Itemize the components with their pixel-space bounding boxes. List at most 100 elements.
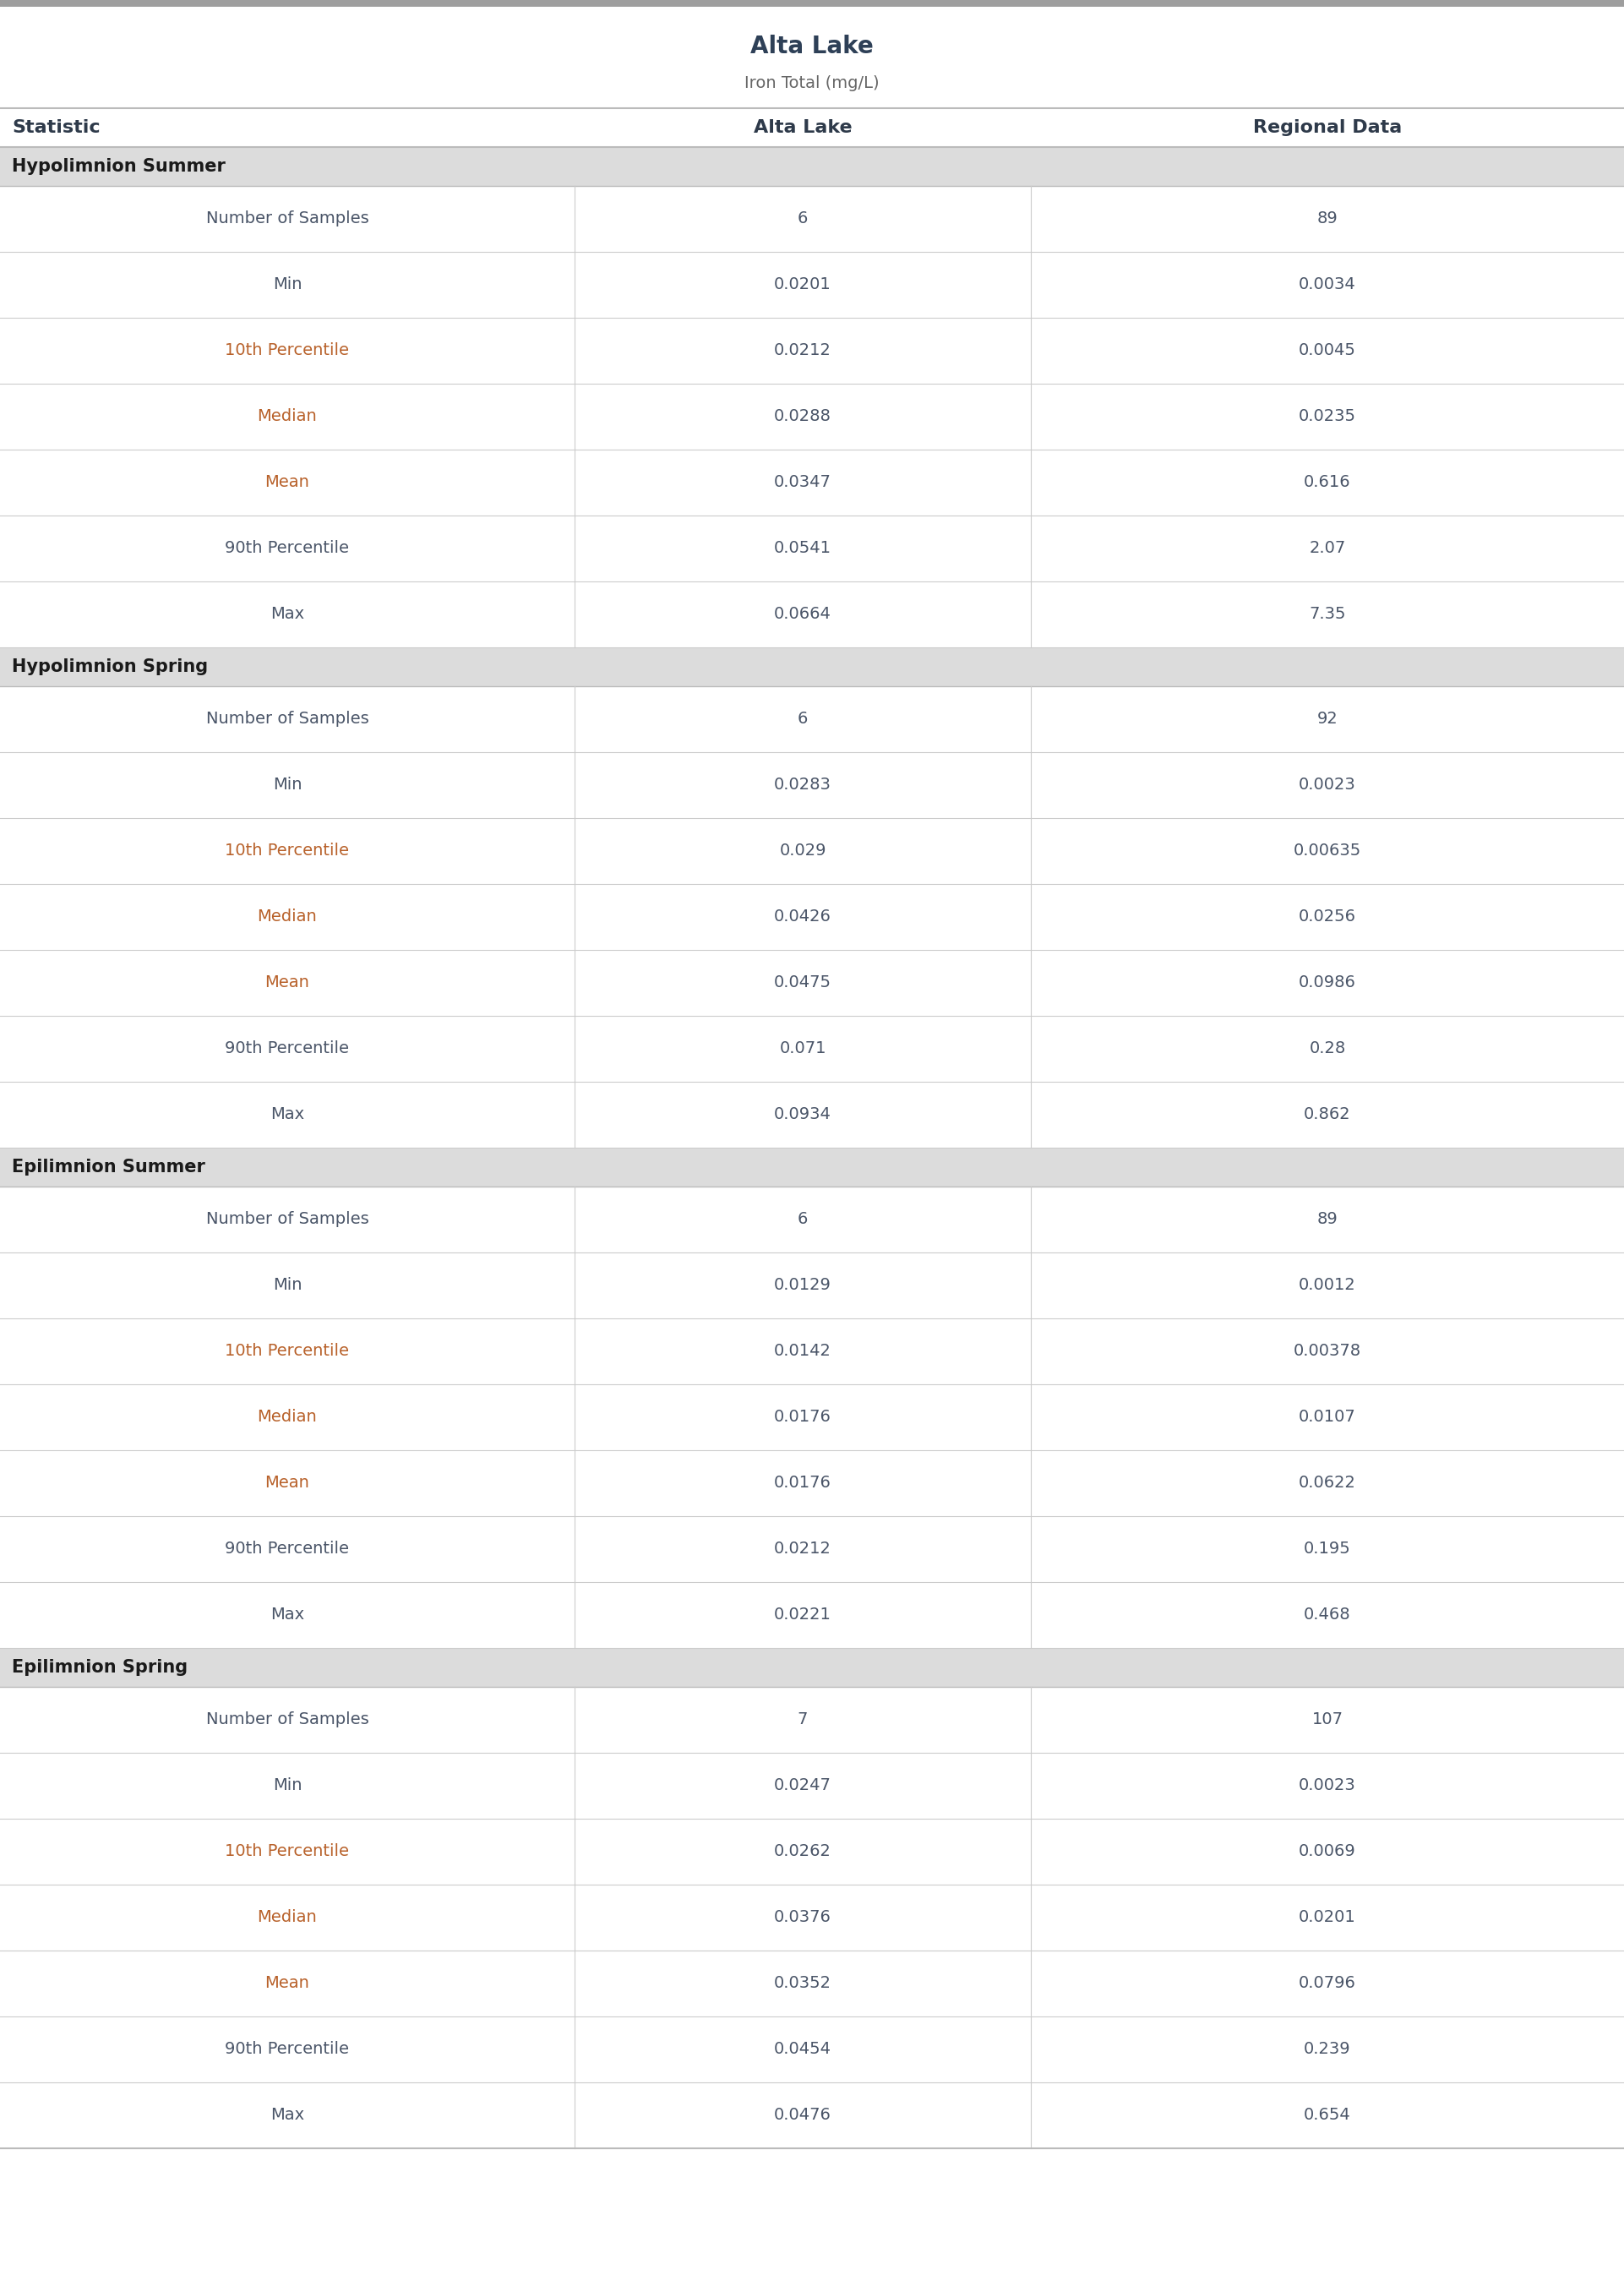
Text: 0.00378: 0.00378 <box>1294 1344 1361 1360</box>
Bar <box>0 252 1624 318</box>
Text: 92: 92 <box>1317 711 1338 726</box>
Bar <box>0 1253 1624 1319</box>
Bar <box>0 751 1624 817</box>
Text: 0.0012: 0.0012 <box>1299 1278 1356 1294</box>
Text: Mean: Mean <box>265 974 310 992</box>
Text: 0.0023: 0.0023 <box>1299 1777 1356 1793</box>
Bar <box>0 0 1624 7</box>
Text: Alta Lake: Alta Lake <box>754 118 853 136</box>
Text: 90th Percentile: 90th Percentile <box>226 1040 349 1058</box>
Bar <box>0 515 1624 581</box>
Text: 10th Percentile: 10th Percentile <box>226 1843 349 1859</box>
Text: Statistic: Statistic <box>11 118 101 136</box>
Text: 0.0235: 0.0235 <box>1299 409 1356 424</box>
Text: 0.0541: 0.0541 <box>775 540 831 556</box>
Bar <box>0 1083 1624 1149</box>
Text: 0.654: 0.654 <box>1304 2107 1351 2122</box>
Bar <box>0 1451 1624 1516</box>
Bar <box>0 1319 1624 1385</box>
Text: 89: 89 <box>1317 211 1338 227</box>
Text: 0.0023: 0.0023 <box>1299 776 1356 792</box>
Text: Regional Data: Regional Data <box>1254 118 1402 136</box>
Text: 0.0201: 0.0201 <box>1299 1909 1356 1925</box>
Text: 0.0288: 0.0288 <box>775 409 831 424</box>
Text: 0.0212: 0.0212 <box>775 1541 831 1557</box>
Text: 0.0107: 0.0107 <box>1299 1410 1356 1426</box>
Text: 0.0256: 0.0256 <box>1299 908 1356 924</box>
Text: 0.0426: 0.0426 <box>775 908 831 924</box>
Bar <box>0 1752 1624 1818</box>
Text: Number of Samples: Number of Samples <box>206 211 369 227</box>
Text: Mean: Mean <box>265 1476 310 1491</box>
Text: 0.029: 0.029 <box>780 842 827 858</box>
Bar <box>0 817 1624 883</box>
Text: 0.0201: 0.0201 <box>775 277 831 293</box>
Bar <box>0 318 1624 384</box>
Text: 0.0454: 0.0454 <box>775 2041 831 2057</box>
Bar <box>0 2082 1624 2147</box>
Text: Min: Min <box>273 1777 302 1793</box>
Text: Number of Samples: Number of Samples <box>206 1212 369 1228</box>
Bar <box>0 647 1624 686</box>
Text: 6: 6 <box>797 1212 807 1228</box>
Text: Max: Max <box>270 606 304 622</box>
Text: Iron Total (mg/L): Iron Total (mg/L) <box>744 75 880 91</box>
Text: Max: Max <box>270 1108 304 1124</box>
Text: 0.0283: 0.0283 <box>775 776 831 792</box>
Bar <box>0 1385 1624 1451</box>
Text: 0.239: 0.239 <box>1304 2041 1351 2057</box>
Text: 6: 6 <box>797 211 807 227</box>
Text: Mean: Mean <box>265 474 310 490</box>
Text: Mean: Mean <box>265 1975 310 1991</box>
Bar <box>0 1017 1624 1083</box>
Bar <box>0 186 1624 252</box>
Text: 0.862: 0.862 <box>1304 1108 1351 1124</box>
Text: 10th Percentile: 10th Percentile <box>226 1344 349 1360</box>
Text: Epilimnion Summer: Epilimnion Summer <box>11 1158 205 1176</box>
Text: Epilimnion Spring: Epilimnion Spring <box>11 1659 188 1675</box>
Text: 0.0986: 0.0986 <box>1299 974 1356 992</box>
Text: 0.0352: 0.0352 <box>775 1975 831 1991</box>
Text: Hypolimnion Spring: Hypolimnion Spring <box>11 658 208 674</box>
Text: 10th Percentile: 10th Percentile <box>226 842 349 858</box>
Text: 0.468: 0.468 <box>1304 1607 1351 1623</box>
Text: Hypolimnion Summer: Hypolimnion Summer <box>11 159 226 175</box>
Text: 0.0475: 0.0475 <box>775 974 831 992</box>
Text: 0.616: 0.616 <box>1304 474 1351 490</box>
Text: Alta Lake: Alta Lake <box>750 34 874 59</box>
Text: 0.0247: 0.0247 <box>775 1777 831 1793</box>
Text: Min: Min <box>273 776 302 792</box>
Text: Number of Samples: Number of Samples <box>206 1712 369 1727</box>
Text: 0.0176: 0.0176 <box>775 1476 831 1491</box>
Bar <box>0 148 1624 186</box>
Text: 0.0934: 0.0934 <box>775 1108 831 1124</box>
Text: 2.07: 2.07 <box>1309 540 1346 556</box>
Text: Min: Min <box>273 1278 302 1294</box>
Text: 90th Percentile: 90th Percentile <box>226 540 349 556</box>
Text: 0.00635: 0.00635 <box>1294 842 1361 858</box>
Text: 0.0622: 0.0622 <box>1299 1476 1356 1491</box>
Text: 0.0221: 0.0221 <box>775 1607 831 1623</box>
Text: Median: Median <box>257 1909 317 1925</box>
Bar <box>0 1648 1624 1687</box>
Bar <box>0 109 1624 148</box>
Text: Min: Min <box>273 277 302 293</box>
Text: 10th Percentile: 10th Percentile <box>226 343 349 359</box>
Bar <box>0 1516 1624 1582</box>
Bar <box>0 1950 1624 2016</box>
Text: 107: 107 <box>1312 1712 1343 1727</box>
Bar <box>0 581 1624 647</box>
Text: 0.0129: 0.0129 <box>775 1278 831 1294</box>
Text: 7: 7 <box>797 1712 807 1727</box>
Text: 0.0034: 0.0034 <box>1299 277 1356 293</box>
Bar <box>0 1149 1624 1187</box>
Text: 0.0476: 0.0476 <box>775 2107 831 2122</box>
Bar <box>0 1582 1624 1648</box>
Text: 0.0069: 0.0069 <box>1299 1843 1356 1859</box>
Text: 89: 89 <box>1317 1212 1338 1228</box>
Text: Max: Max <box>270 1607 304 1623</box>
Bar <box>0 1687 1624 1752</box>
Text: 6: 6 <box>797 711 807 726</box>
Text: 0.0664: 0.0664 <box>775 606 831 622</box>
Bar <box>0 1884 1624 1950</box>
